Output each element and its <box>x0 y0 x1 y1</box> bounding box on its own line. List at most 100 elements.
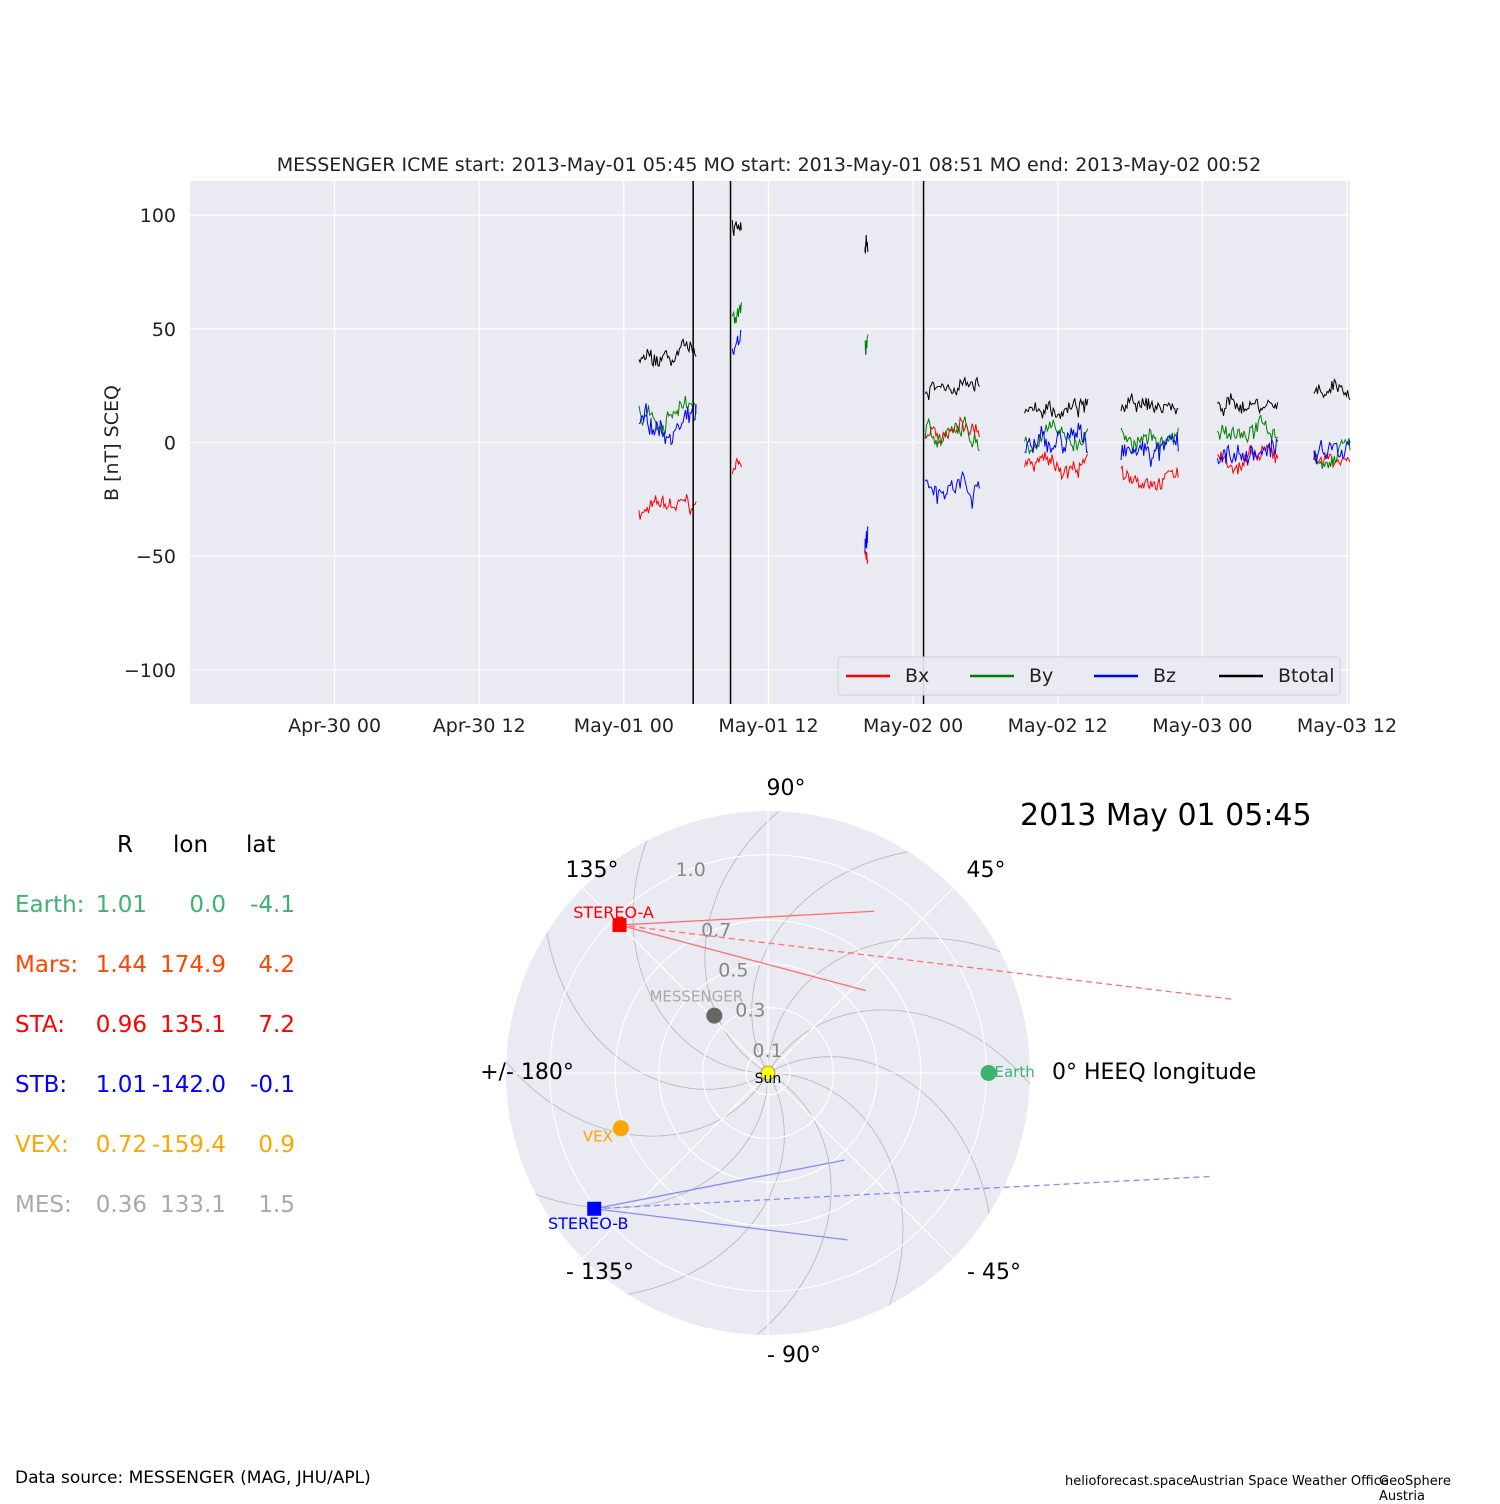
series-bz-line <box>731 329 742 356</box>
positions-row-label: STA: <box>15 1012 65 1038</box>
series-bx-line <box>1120 465 1179 492</box>
parker-spiral-line <box>506 988 769 1137</box>
angle-label: 45° <box>967 858 1006 883</box>
positions-row-r: 1.01 <box>95 1072 147 1098</box>
series-btotal-line <box>1313 378 1351 400</box>
x-tick-label: May-02 00 <box>863 715 963 737</box>
legend-label-btotal: Btotal <box>1278 665 1334 687</box>
series-bx-line <box>1024 451 1089 481</box>
marker-vex <box>612 1120 629 1137</box>
marker-earth <box>980 1065 997 1081</box>
positions-header-lat: lat <box>246 832 276 858</box>
parker-spiral-line <box>767 1056 994 1299</box>
y-tick-label: 0 <box>164 433 176 455</box>
legend-box <box>837 656 1341 696</box>
series-btotal-line <box>731 220 742 236</box>
x-tick-label: May-03 00 <box>1152 715 1252 737</box>
angle-label: - 45° <box>967 1260 1021 1285</box>
imager-fov-line <box>594 1175 1214 1210</box>
marker-sun <box>760 1065 776 1081</box>
positions-row-lat: 4.2 <box>258 952 295 978</box>
magnetic-field-chart: Apr-30 00 Apr-30 12 May-01 00 May-01 12 May-… <box>101 154 1397 737</box>
angle-label: - 135° <box>566 1260 634 1285</box>
angle-label: - 90° <box>767 1343 821 1368</box>
angle-label: 0° HEEQ longitude <box>1052 1060 1256 1085</box>
y-axis-label: B [nT] SCEQ <box>101 385 123 501</box>
radial-grid-circle <box>745 1050 791 1096</box>
marker-stereo-a <box>612 918 627 933</box>
series-by-line <box>924 416 980 452</box>
radial-tick-label: 0.7 <box>701 919 731 941</box>
positions-row-lat: -0.1 <box>250 1072 295 1098</box>
angular-grid-spoke <box>767 1072 954 1259</box>
series-bx-line <box>731 457 742 475</box>
radial-tick-label: 0.3 <box>735 1000 765 1022</box>
series-bz-line <box>924 470 980 509</box>
positions-header-r: R <box>117 832 133 858</box>
label-earth: Earth <box>995 1063 1035 1081</box>
x-tick-label: May-02 12 <box>1008 715 1108 737</box>
positions-row-lon: 174.9 <box>160 952 226 978</box>
radial-grid-circle <box>549 854 987 1292</box>
imager-fov-line <box>594 1208 848 1241</box>
series-btotal-line <box>924 376 980 401</box>
polar-date-title: 2013 May 01 05:45 <box>1020 798 1312 833</box>
positions-row-lon: -159.4 <box>151 1132 226 1158</box>
series-btotal-line <box>1217 393 1279 416</box>
positions-row-lat: 0.9 <box>258 1132 295 1158</box>
parker-spiral-line <box>506 1072 769 1209</box>
parker-spiral-line <box>542 1072 785 1299</box>
chart-title: MESSENGER ICME start: 2013-May-01 05:45 … <box>277 154 1261 176</box>
marker-stereo-b <box>587 1201 602 1216</box>
y-tick-label: −50 <box>136 546 176 568</box>
parker-spiral-line <box>704 811 853 1074</box>
series-bz-line <box>1216 438 1279 466</box>
positions-row-label: VEX: <box>15 1132 69 1158</box>
positions-row-lon: 135.1 <box>160 1012 226 1038</box>
parker-spiral-line <box>751 847 994 1074</box>
positions-row-lon: 133.1 <box>160 1192 226 1218</box>
legend-label-bz: Bz <box>1153 665 1176 687</box>
positions-row-lon: 0.0 <box>189 892 226 918</box>
x-tick-label: Apr-30 12 <box>433 715 526 737</box>
credit-helioforecast: helioforecast.space <box>1065 1474 1192 1489</box>
legend-label-bx: Bx <box>905 665 929 687</box>
series-bz-line <box>1313 439 1351 465</box>
parker-spiral-line <box>767 937 1030 1074</box>
positions-row-r: 0.96 <box>95 1012 147 1038</box>
series-by-line <box>1024 419 1089 456</box>
series-by-line <box>864 334 869 355</box>
marker-messenger <box>706 1007 723 1024</box>
positions-row-label: Earth: <box>15 892 85 918</box>
series-by-line <box>731 302 742 324</box>
series-btotal-line <box>638 338 697 368</box>
positions-row-r: 1.01 <box>95 892 147 918</box>
label-vex: VEX <box>583 1127 613 1145</box>
imager-fov-line <box>619 924 1236 1001</box>
radial-grid-circle <box>614 919 922 1227</box>
positions-row-r: 0.36 <box>95 1192 147 1218</box>
positions-row-label: STB: <box>15 1072 68 1098</box>
angle-label: +/- 180° <box>480 1060 574 1085</box>
positions-row-r: 0.72 <box>95 1132 147 1158</box>
parker-spirals <box>506 811 1030 1335</box>
x-tick-label: May-03 12 <box>1297 715 1397 737</box>
y-tick-label: 50 <box>152 319 176 341</box>
radial-tick-label: 0.1 <box>752 1040 782 1062</box>
positions-row-lat: 7.2 <box>258 1012 295 1038</box>
series-btotal-line <box>1120 393 1179 415</box>
positions-row-label: MES: <box>15 1192 72 1218</box>
parker-spiral-line <box>767 1009 1030 1158</box>
angle-label: 135° <box>566 858 619 883</box>
angular-grid-spoke <box>582 887 769 1074</box>
angular-grid-spoke <box>767 887 954 1074</box>
series-bx-line <box>924 415 980 446</box>
positions-header-lon: lon <box>173 832 209 858</box>
y-tick-label: 100 <box>140 205 176 227</box>
series-btotal-line <box>1024 397 1089 419</box>
polar-background <box>506 811 1030 1335</box>
y-tick-label: −100 <box>124 660 176 682</box>
imager-fov-line <box>619 924 867 992</box>
radial-tick-label: 0.5 <box>718 960 748 982</box>
label-stereo-b: STEREO-B <box>548 1214 628 1233</box>
